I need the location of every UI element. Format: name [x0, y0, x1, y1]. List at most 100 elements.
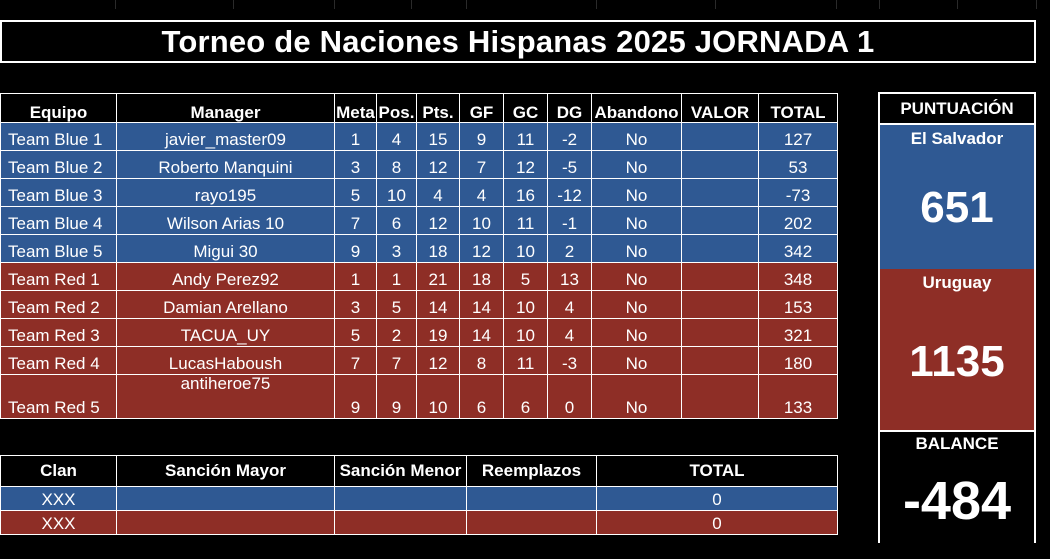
cell-valor: [681, 374, 759, 419]
table-row: Team Red 5 antiheroe75 9 9 10 6 6 0 No 133: [0, 374, 838, 419]
cell-clan: XXX: [0, 486, 117, 511]
cell-pos: 5: [376, 290, 417, 319]
cell-abandono: No: [591, 346, 682, 375]
table-row: Team Blue 4 Wilson Arias 10 7 6 12 10 11 -1 No 20…: [0, 206, 838, 235]
col-header-manager: Manager: [116, 93, 335, 123]
cell-gc: 11: [503, 346, 548, 375]
puntuacion-panel: PUNTUACIÓN El Salvador 651 Uruguay 1135 …: [878, 92, 1036, 543]
cell-total: 321: [758, 318, 838, 347]
cell-meta: 7: [334, 346, 377, 375]
team-blue-nation: El Salvador: [910, 129, 1004, 148]
cell-gf: 8: [459, 346, 504, 375]
cell-team: Team Red 2: [0, 290, 117, 319]
cell-total: 153: [758, 290, 838, 319]
cell-reemplazos: [466, 486, 597, 511]
cell-total: 348: [758, 262, 838, 291]
col-header-equipo: Equipo: [0, 93, 117, 123]
cell-valor: [681, 234, 759, 263]
balance-value: -484: [902, 471, 1012, 531]
cell-pts: 18: [416, 234, 460, 263]
cell-valor: [681, 346, 759, 375]
cell-pts: 12: [416, 206, 460, 235]
team-blue-score: 651: [920, 183, 994, 232]
top-gridlines: [0, 0, 1050, 9]
cell-pts: 10: [416, 374, 460, 419]
cell-team: Team Blue 5: [0, 234, 117, 263]
table-row: Team Red 1 Andy Perez92 1 1 21 18 5 13 No 348: [0, 262, 838, 291]
cell-manager: rayo195: [116, 178, 335, 207]
cell-mayor: [116, 510, 335, 535]
cell-gf: 14: [459, 290, 504, 319]
cell-abandono: No: [591, 234, 682, 263]
cell-meta: 7: [334, 206, 377, 235]
standings-header-row: Equipo Manager Meta Pos. Pts. GF GC DG A…: [0, 93, 838, 123]
team-red-score-box: Uruguay 1135: [880, 269, 1034, 430]
cell-reemplazos: [466, 510, 597, 535]
cell-pts: 21: [416, 262, 460, 291]
col-header-pos: Pos.: [376, 93, 417, 123]
cell-dg: 2: [547, 234, 592, 263]
col-header-clan: Clan: [0, 455, 117, 487]
cell-manager: Migui 30: [116, 234, 335, 263]
col-header-gc: GC: [503, 93, 548, 123]
manager-name: antiheroe75: [180, 374, 271, 393]
table-row: Team Red 3 TACUA_UY 5 2 19 14 10 4 No 321: [0, 318, 838, 347]
col-header-gf: GF: [459, 93, 504, 123]
col-header-clan-total: TOTAL: [596, 455, 838, 487]
cell-gf: 4: [459, 178, 504, 207]
table-row: XXX 0: [0, 510, 838, 535]
cell-gf: 14: [459, 318, 504, 347]
cell-team: Team Blue 4: [0, 206, 117, 235]
cell-valor: [681, 150, 759, 179]
standings-table: Equipo Manager Meta Pos. Pts. GF GC DG A…: [0, 93, 838, 419]
balance-label: BALANCE: [915, 434, 999, 453]
col-header-dg: DG: [547, 93, 592, 123]
cell-pos: 4: [376, 122, 417, 151]
col-header-abandono: Abandono: [591, 93, 682, 123]
cell-total: -73: [758, 178, 838, 207]
cell-dg: -3: [547, 346, 592, 375]
cell-team: Team Red 3: [0, 318, 117, 347]
cell-pos: 1: [376, 262, 417, 291]
team-red-nation: Uruguay: [922, 273, 992, 292]
cell-dg: 0: [547, 374, 592, 419]
cell-abandono: No: [591, 122, 682, 151]
cell-pts: 19: [416, 318, 460, 347]
cell-pos: 3: [376, 234, 417, 263]
cell-valor: [681, 318, 759, 347]
cell-clan: XXX: [0, 510, 117, 535]
cell-manager: TACUA_UY: [116, 318, 335, 347]
cell-total: 133: [758, 374, 838, 419]
cell-meta: 5: [334, 318, 377, 347]
cell-valor: [681, 262, 759, 291]
cell-gc: 11: [503, 122, 548, 151]
cell-total: 0: [596, 510, 838, 535]
cell-abandono: No: [591, 290, 682, 319]
cell-pos: 2: [376, 318, 417, 347]
cell-team: Team Red 1: [0, 262, 117, 291]
table-row: Team Blue 3 rayo195 5 10 4 4 16 -12 No -73: [0, 178, 838, 207]
cell-pos: 6: [376, 206, 417, 235]
cell-meta: 1: [334, 262, 377, 291]
cell-meta: 3: [334, 150, 377, 179]
cell-total: 0: [596, 486, 838, 511]
cell-meta: 9: [334, 374, 377, 419]
cell-gf: 7: [459, 150, 504, 179]
team-red-score: 1135: [909, 337, 1005, 386]
cell-pts: 12: [416, 150, 460, 179]
col-header-valor: VALOR: [681, 93, 759, 123]
puntuacion-header: PUNTUACIÓN: [880, 94, 1034, 125]
cell-gc: 5: [503, 262, 548, 291]
cell-valor: [681, 290, 759, 319]
table-row: Team Blue 2 Roberto Manquini 3 8 12 7 12 -5 No 53: [0, 150, 838, 179]
cell-gc: 10: [503, 290, 548, 319]
cell-pos: 10: [376, 178, 417, 207]
cell-pts: 4: [416, 178, 460, 207]
clan-header-row: Clan Sanción Mayor Sanción Menor Reempla…: [0, 455, 838, 487]
cell-pts: 12: [416, 346, 460, 375]
table-row: Team Blue 5 Migui 30 9 3 18 12 10 2 No 342: [0, 234, 838, 263]
cell-gc: 6: [503, 374, 548, 419]
cell-pts: 14: [416, 290, 460, 319]
cell-dg: 4: [547, 318, 592, 347]
cell-abandono: No: [591, 374, 682, 419]
